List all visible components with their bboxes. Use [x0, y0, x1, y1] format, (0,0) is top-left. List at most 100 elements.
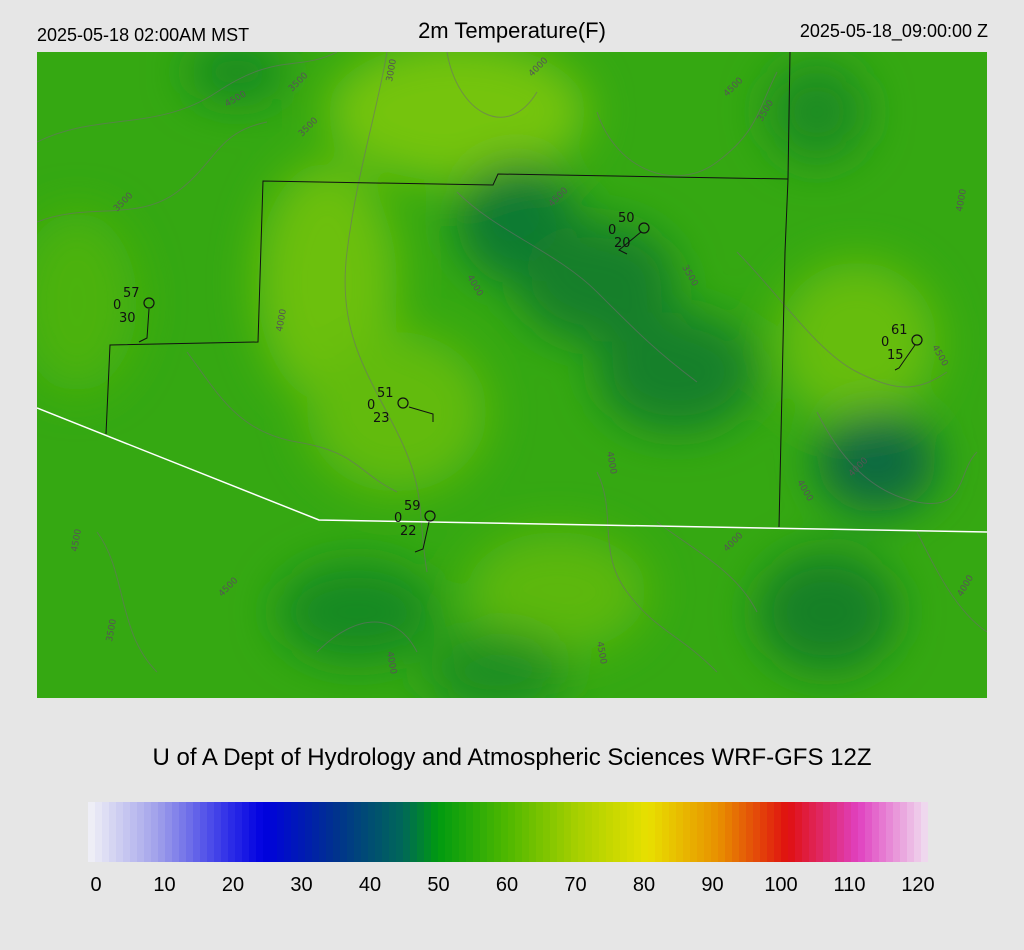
- colorbar-segment: [550, 802, 558, 862]
- colorbar-segment: [690, 802, 698, 862]
- colorbar-segment: [179, 802, 187, 862]
- colorbar-segment: [606, 802, 614, 862]
- colorbar-segment: [676, 802, 684, 862]
- colorbar-segment: [543, 802, 551, 862]
- colorbar-segment: [501, 802, 509, 862]
- colorbar-segment: [305, 802, 313, 862]
- colorbar-segment: [795, 802, 803, 862]
- credit-line: U of A Dept of Hydrology and Atmospheric…: [152, 744, 872, 771]
- colorbar-segment: [249, 802, 257, 862]
- colorbar-segment: [88, 802, 96, 862]
- colorbar-segment: [424, 802, 432, 862]
- colorbar-segment: [95, 802, 103, 862]
- wind-barb: [408, 406, 434, 422]
- colorbar-segment: [403, 802, 411, 862]
- contour-label: 4500: [70, 528, 84, 553]
- colorbar-segment: [774, 802, 782, 862]
- colorbar-segment: [837, 802, 845, 862]
- colorbar-tick: 60: [495, 874, 519, 896]
- station-circle: [143, 297, 155, 309]
- colorbar-segment: [760, 802, 768, 862]
- colorbar-segment: [431, 802, 439, 862]
- colorbar-segment: [844, 802, 852, 862]
- colorbar-tick: 90: [701, 874, 724, 896]
- colorbar-segment: [508, 802, 516, 862]
- colorbar-segment: [858, 802, 866, 862]
- colorbar-tick: 10: [153, 874, 176, 896]
- colorbar-segment: [592, 802, 600, 862]
- colorbar-segment: [438, 802, 446, 862]
- colorbar-segment: [368, 802, 376, 862]
- colorbar-segment: [571, 802, 579, 862]
- wind-barb: [894, 344, 916, 371]
- colorbar-tick: 30: [290, 874, 313, 896]
- station-circle: [638, 222, 650, 234]
- colorbar-segment: [256, 802, 264, 862]
- colorbar-segment: [641, 802, 649, 862]
- station-wind: 0: [113, 298, 121, 313]
- terrain-contours: [37, 52, 987, 673]
- colorbar-segment: [375, 802, 383, 862]
- colorbar-segment: [802, 802, 810, 862]
- colorbar-segment: [564, 802, 572, 862]
- colorbar-segment: [109, 802, 117, 862]
- colorbar-segment: [417, 802, 425, 862]
- colorbar-segment: [298, 802, 306, 862]
- colorbar-segment: [263, 802, 271, 862]
- colorbar-segment: [739, 802, 747, 862]
- station-dewpoint: 30: [119, 311, 136, 326]
- colorbar-tick: 120: [901, 874, 935, 896]
- colorbar-segment: [319, 802, 327, 862]
- colorbar-segment: [459, 802, 467, 862]
- colorbar-segment: [655, 802, 663, 862]
- colorbar-segment: [235, 802, 243, 862]
- colorbar-tick: 20: [221, 874, 245, 896]
- colorbar-segment: [214, 802, 222, 862]
- colorbar-segment: [382, 802, 390, 862]
- colorbar-segment: [634, 802, 642, 862]
- colorbar-segment: [116, 802, 124, 862]
- colorbar-segment: [753, 802, 761, 862]
- colorbar-segment: [669, 802, 677, 862]
- colorbar-segment: [158, 802, 166, 862]
- station-temperature: 61: [891, 323, 908, 338]
- colorbar-segment: [718, 802, 726, 862]
- contour-label: 4000: [384, 651, 398, 676]
- colorbar-segment: [746, 802, 754, 862]
- colorbar-segment: [389, 802, 397, 862]
- temperature-field: [37, 52, 937, 698]
- colorbar-tick: 100: [764, 874, 798, 896]
- colorbar-segment: [473, 802, 481, 862]
- colorbar-tick: 80: [632, 874, 656, 896]
- colorbar-segment: [816, 802, 824, 862]
- colorbar-segment: [186, 802, 194, 862]
- map-title: 2m Temperature(F): [418, 18, 606, 43]
- valid-time-label: 2025-05-18_09:00:00 Z: [799, 21, 988, 41]
- colorbar-segment: [123, 802, 131, 862]
- colorbar-segment: [452, 802, 460, 862]
- station-circle: [911, 334, 923, 346]
- colorbar-segment: [277, 802, 285, 862]
- local-time-label: 2025-05-18 02:00AM MST: [37, 25, 250, 45]
- colorbar-segment: [830, 802, 838, 862]
- colorbar-segment: [487, 802, 495, 862]
- colorbar-segment: [683, 802, 691, 862]
- station-temperature: 59: [404, 499, 421, 514]
- colorbar-segment: [627, 802, 635, 862]
- colorbar-segment: [851, 802, 859, 862]
- station-temperature: 51: [377, 386, 394, 401]
- colorbar-segment: [823, 802, 831, 862]
- colorbar-segment: [480, 802, 488, 862]
- contour-label: 3500: [105, 618, 119, 643]
- colorbar-segment: [557, 802, 565, 862]
- colorbar-segment: [620, 802, 628, 862]
- contour-label: 4000: [275, 308, 289, 333]
- colorbar-segment: [536, 802, 544, 862]
- colorbar-segment: [354, 802, 362, 862]
- colorbar-segment: [704, 802, 712, 862]
- state-border: [37, 407, 987, 533]
- colorbar-tick: 0: [90, 874, 102, 896]
